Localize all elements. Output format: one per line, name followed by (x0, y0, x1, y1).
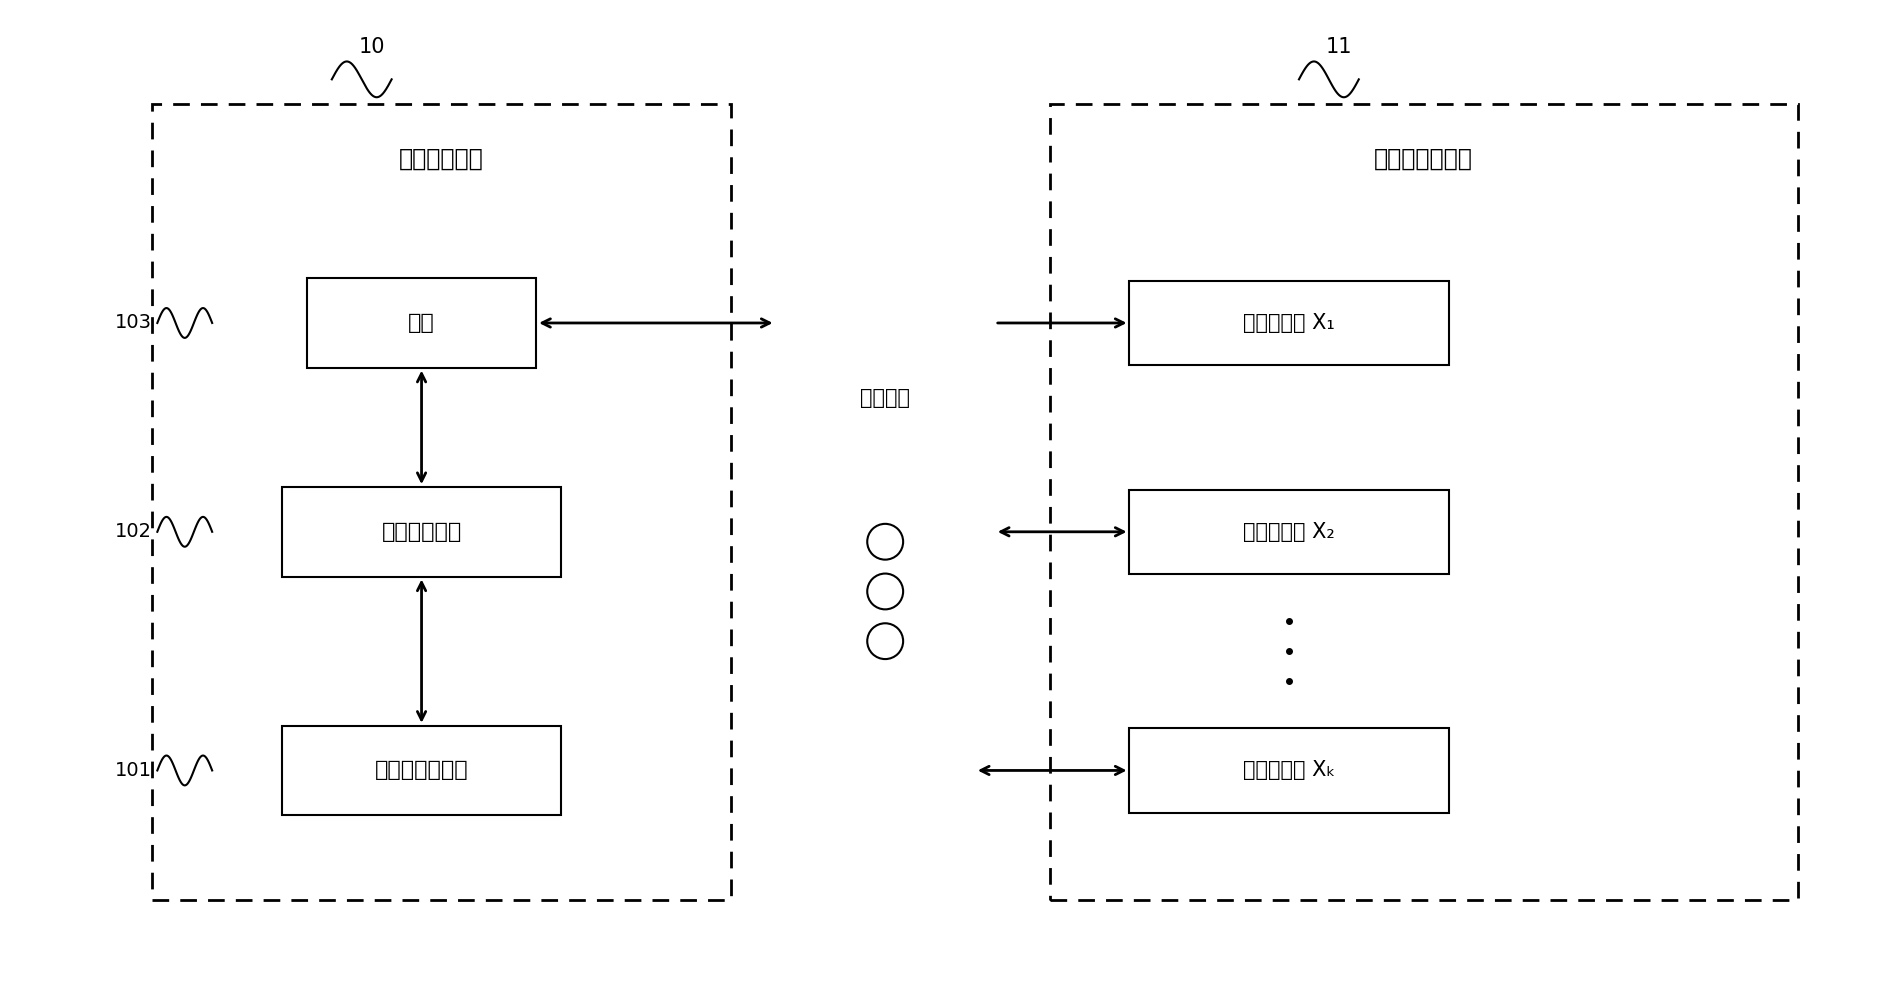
Text: 103: 103 (116, 313, 152, 332)
Bar (281, 487, 560, 576)
Ellipse shape (745, 335, 855, 431)
Text: 天线: 天线 (408, 312, 435, 333)
Text: 雨量称重仪 X₂: 雨量称重仪 X₂ (1243, 522, 1336, 542)
Text: 雨量称重仪 Xₖ: 雨量称重仪 Xₖ (1243, 761, 1336, 781)
Text: 无线传输: 无线传输 (861, 388, 910, 408)
Bar (1049, 104, 1797, 900)
Text: 102: 102 (116, 523, 152, 542)
Text: 基站计算机系统: 基站计算机系统 (374, 761, 469, 781)
Ellipse shape (760, 371, 880, 474)
Ellipse shape (891, 371, 1009, 474)
Bar (281, 726, 560, 815)
Ellipse shape (861, 304, 980, 403)
Bar (308, 278, 536, 368)
Bar (1129, 281, 1448, 365)
Ellipse shape (790, 304, 910, 403)
Ellipse shape (796, 410, 975, 505)
Text: 11: 11 (1326, 37, 1353, 57)
Ellipse shape (796, 316, 975, 459)
Bar (152, 104, 732, 900)
Circle shape (866, 623, 902, 659)
Bar (1129, 728, 1448, 812)
Text: 雨量称重仪 X₁: 雨量称重仪 X₁ (1243, 312, 1336, 333)
Text: 田间雨量称重仪: 田间雨量称重仪 (1374, 147, 1473, 171)
Circle shape (866, 573, 902, 609)
Bar (1129, 489, 1448, 574)
Text: 10: 10 (359, 37, 386, 57)
Text: 无线通讯单元: 无线通讯单元 (382, 522, 462, 542)
Circle shape (866, 524, 902, 559)
Text: 测量控刻中心: 测量控刻中心 (399, 147, 484, 171)
Text: 101: 101 (116, 761, 152, 780)
Ellipse shape (916, 335, 1024, 431)
